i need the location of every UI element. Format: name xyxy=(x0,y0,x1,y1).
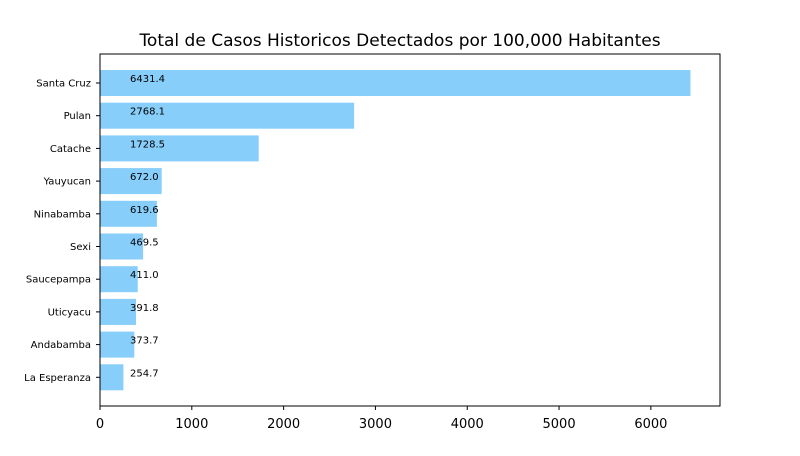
y-tick-label: Santa Cruz xyxy=(36,79,91,90)
bar xyxy=(100,102,355,129)
x-tick-label: 5000 xyxy=(543,417,576,432)
y-tick-label: Sexi xyxy=(70,242,91,253)
plot-frame xyxy=(99,53,721,407)
x-tick-label: 0 xyxy=(96,417,104,432)
data-label: 391.8 xyxy=(130,303,159,314)
data-label: 672.0 xyxy=(130,172,159,183)
x-tick-label: 6000 xyxy=(634,417,667,432)
bar xyxy=(100,331,135,358)
x-tick-label: 1000 xyxy=(175,417,208,432)
x-tick-label: 3000 xyxy=(359,417,392,432)
data-label: 373.7 xyxy=(130,336,159,347)
data-labels-group: 6431.4 2768.1 1728.5 672.0 619.6 469.5 411.0 39… xyxy=(130,74,165,379)
data-label: 469.5 xyxy=(130,238,159,249)
bar xyxy=(100,364,124,391)
chart-title: Total de Casos Historicos Detectados por… xyxy=(138,31,660,51)
bar xyxy=(100,298,136,325)
data-label: 6431.4 xyxy=(130,74,165,85)
data-label: 2768.1 xyxy=(130,107,165,118)
bar xyxy=(100,200,157,227)
bar xyxy=(100,70,691,96)
y-tick-label: La Esperanza xyxy=(24,373,91,384)
y-tick-label: Saucepampa xyxy=(26,275,91,286)
x-tick-label: 4000 xyxy=(451,417,484,432)
x-axis: 0 1000 2000 3000 4000 5000 6000 xyxy=(96,406,667,432)
data-label: 411.0 xyxy=(130,270,159,281)
y-tick-label: Andabamba xyxy=(31,340,91,351)
bar xyxy=(100,168,162,195)
y-tick-label: Uticyacu xyxy=(48,307,91,318)
data-label: 254.7 xyxy=(130,368,159,379)
bar xyxy=(100,233,144,260)
y-tick-label: Catache xyxy=(50,144,91,155)
bar xyxy=(100,266,138,293)
y-tick-label: Pulan xyxy=(64,111,91,122)
x-tick-label: 2000 xyxy=(267,417,300,432)
bar xyxy=(100,135,259,162)
y-tick-label: Ninabamba xyxy=(34,209,91,220)
bars-group xyxy=(100,70,691,391)
y-tick-label: Yauyucan xyxy=(43,177,91,188)
data-label: 1728.5 xyxy=(130,139,165,150)
data-label: 619.6 xyxy=(130,205,159,216)
y-axis: Santa Cruz Pulan Catache Yauyucan Ninabamba S… xyxy=(24,79,100,384)
